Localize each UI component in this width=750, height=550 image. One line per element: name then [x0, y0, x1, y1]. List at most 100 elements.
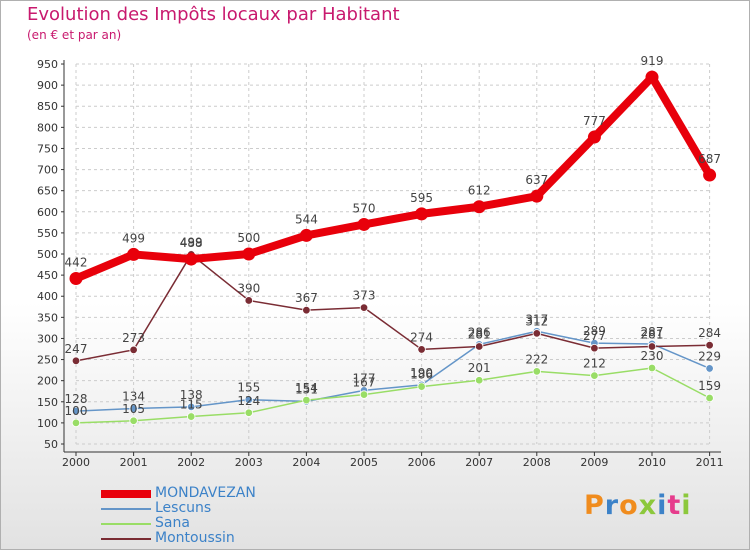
x-tick-label: 2011: [696, 456, 724, 469]
data-point-montoussin: [302, 305, 311, 315]
series-line-sana: [75, 367, 711, 424]
x-tick-label: 2006: [408, 456, 436, 469]
data-point-montoussin: [71, 356, 81, 366]
data-point-montoussin: [475, 342, 484, 351]
data-point-mondavezan: [530, 189, 544, 203]
y-tick-label: 350: [37, 311, 58, 324]
x-tick-label: 2008: [523, 456, 551, 469]
y-tick-label: 650: [37, 185, 58, 198]
data-label-montoussin: 274: [410, 330, 433, 344]
data-point-mondavezan: [69, 271, 83, 285]
data-point-mondavezan: [587, 130, 601, 144]
data-point-mondavezan: [645, 70, 659, 84]
data-point-montoussin: [590, 343, 599, 353]
y-tick-label: 300: [37, 332, 58, 345]
data-point-montoussin: [647, 342, 657, 351]
y-tick-label: 550: [37, 227, 58, 240]
legend-swatch: [101, 538, 151, 540]
y-tick-label: 900: [37, 79, 58, 92]
data-point-mondavezan: [703, 168, 717, 182]
data-label-mondavezan: 499: [122, 231, 145, 245]
legend-swatch: [101, 508, 151, 510]
data-point-sana: [590, 371, 599, 380]
data-point-mondavezan: [184, 252, 198, 266]
data-label-sana: 186: [410, 368, 433, 382]
x-tick-label: 2007: [465, 456, 493, 469]
data-label-montoussin: 281: [641, 327, 664, 341]
chart-subtitle: (en € et par an): [27, 28, 122, 42]
y-tick-label: 100: [37, 417, 58, 430]
proxiti-logo: Proxiti: [584, 490, 692, 521]
data-point-montoussin: [244, 296, 253, 305]
x-tick-label: 2010: [638, 456, 666, 469]
data-point-sana: [71, 418, 81, 428]
data-label-sana: 159: [698, 379, 721, 393]
data-point-sana: [359, 390, 369, 399]
data-label-mondavezan: 637: [525, 173, 548, 187]
data-label-montoussin: 281: [468, 327, 491, 341]
legend-label: Lescuns: [155, 500, 212, 516]
data-label-lescuns: 177: [353, 371, 376, 385]
legend-label: MONDAVEZAN: [155, 485, 256, 501]
data-label-mondavezan: 687: [698, 152, 721, 166]
data-label-mondavezan: 544: [295, 212, 318, 226]
y-tick-label: 500: [37, 248, 58, 261]
x-tick-label: 2003: [235, 456, 263, 469]
data-point-montoussin: [417, 345, 426, 354]
y-tick-label: 950: [37, 58, 58, 71]
data-label-lescuns: 155: [237, 381, 260, 395]
x-tick-label: 2001: [120, 456, 148, 469]
legend-swatch: [101, 523, 151, 525]
y-tick-label: 800: [37, 121, 58, 134]
data-point-sana: [129, 416, 138, 425]
data-label-mondavezan: 777: [583, 114, 606, 128]
data-label-montoussin: 367: [295, 291, 318, 305]
data-label-sana: 201: [468, 361, 491, 375]
data-label-montoussin: 284: [698, 326, 721, 340]
data-label-mondavezan: 500: [237, 231, 260, 245]
data-point-sana: [186, 412, 196, 421]
data-label-lescuns: 317: [525, 312, 548, 326]
data-label-lescuns: 287: [641, 325, 664, 339]
data-point-lescuns: [186, 402, 196, 412]
data-label-montoussin: 373: [353, 289, 376, 303]
data-label-montoussin: 277: [583, 329, 606, 343]
data-label-sana: 167: [353, 376, 376, 390]
data-label-mondavezan: 919: [641, 54, 664, 68]
y-tick-label: 250: [37, 354, 58, 367]
data-label-montoussin: 390: [237, 281, 260, 295]
data-point-sana: [647, 363, 657, 373]
legend-label: Montoussin: [155, 530, 235, 546]
data-label-lescuns: 229: [698, 349, 721, 363]
data-point-sana: [417, 382, 426, 391]
y-tick-label: 150: [37, 396, 58, 409]
data-label-lescuns: 138: [180, 388, 203, 402]
data-label-sana: 230: [641, 349, 664, 363]
data-label-sana: 105: [122, 402, 145, 416]
data-label-lescuns: 190: [410, 366, 433, 380]
chart-title: Evolution des Impôts locaux par Habitant: [27, 4, 400, 25]
data-point-lescuns: [129, 404, 138, 413]
series-line-mondavezan: [72, 73, 714, 283]
legend-swatch: [101, 490, 151, 498]
data-point-sana: [705, 393, 714, 403]
series-line-montoussin: [75, 253, 711, 362]
data-point-montoussin: [359, 303, 369, 312]
data-label-montoussin: 273: [122, 331, 145, 345]
data-label-lescuns: 289: [583, 324, 606, 338]
data-point-lescuns: [71, 406, 81, 416]
data-point-mondavezan: [127, 247, 141, 261]
data-point-sana: [244, 408, 253, 417]
x-tick-label: 2004: [292, 456, 320, 469]
x-tick-label: 2002: [177, 456, 205, 469]
y-tick-label: 750: [37, 142, 58, 155]
x-tick-label: 2000: [62, 456, 90, 469]
data-label-mondavezan: 570: [353, 201, 376, 215]
data-label-sana: 115: [180, 398, 203, 412]
data-label-mondavezan: 488: [180, 236, 203, 250]
data-point-montoussin: [532, 329, 541, 338]
data-point-lescuns: [705, 364, 714, 373]
data-point-sana: [302, 395, 311, 405]
